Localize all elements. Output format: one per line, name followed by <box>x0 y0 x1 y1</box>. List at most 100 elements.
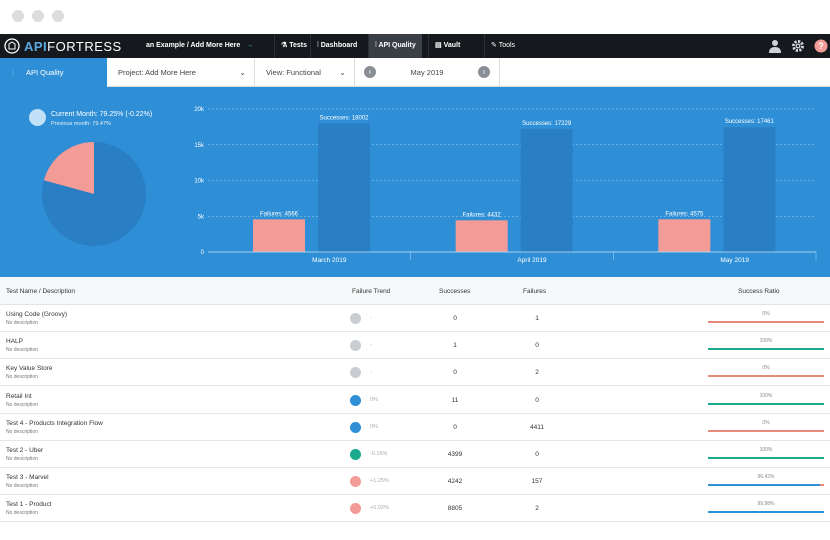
vault-icon: ▤ <box>435 42 442 49</box>
y-tick-label: 5k <box>198 214 205 220</box>
success-ratio-label: 100% <box>759 392 773 399</box>
bar-successes[interactable] <box>318 123 370 252</box>
failures-value: 0 <box>535 396 539 404</box>
success-ratio-label: 0% <box>762 311 770 317</box>
header-test-name[interactable]: Test Name / Description <box>6 288 75 295</box>
window-minimize-dot[interactable] <box>32 10 44 22</box>
trend-value: 0% <box>370 396 378 403</box>
trend-indicator <box>350 340 361 352</box>
project-select[interactable]: Project: Add More Here ⌄ <box>107 58 255 87</box>
header-success-ratio[interactable]: Success Ratio <box>738 288 780 295</box>
header-failure-trend[interactable]: Failure Trend <box>352 288 391 295</box>
table-row[interactable]: Retail Int No description 0% 11 0 100% <box>0 387 830 414</box>
chart-icon: ⫶ <box>12 68 14 77</box>
table-row[interactable]: Using Code (Groovy) No description - 0 1… <box>0 305 830 332</box>
app-logo[interactable]: APIFORTRESS <box>4 37 122 55</box>
test-name[interactable]: Using Code (Groovy) <box>6 311 68 318</box>
test-name[interactable]: HALP <box>6 338 23 346</box>
bar-failures[interactable] <box>658 219 711 252</box>
test-name[interactable]: Key Value Store <box>6 365 53 373</box>
trend-indicator <box>350 421 361 433</box>
failures-value: 0 <box>535 342 539 350</box>
success-ratio-pie-chart <box>42 142 146 246</box>
test-name[interactable]: Retail Int <box>6 392 32 400</box>
bar-label-failures: Failures: 4566 <box>260 211 299 217</box>
next-month-button[interactable]: › <box>478 66 490 78</box>
nav-api-quality[interactable]: ⫶ API Quality <box>368 34 422 58</box>
view-select[interactable]: View: Functional ⌄ <box>255 58 355 87</box>
success-ratio-label: 100% <box>759 338 773 345</box>
table-row[interactable]: Test 1 - Product No description +0.02% 8… <box>0 495 830 523</box>
y-tick-label: 10k <box>194 179 205 185</box>
test-name[interactable]: Test 1 - Product <box>6 501 52 509</box>
nav-dashboard[interactable]: ⫶ Dashboard <box>310 34 363 58</box>
test-description: No description <box>6 456 38 462</box>
gear-icon[interactable] <box>791 39 805 53</box>
logo-text: APIFORTRESS <box>24 38 122 54</box>
pie-slice-failures[interactable] <box>43 142 94 194</box>
test-description: No description <box>6 401 38 408</box>
nav-icon-group: ? <box>768 34 830 58</box>
monthly-results-bar-chart: 0 5k 10k 15k 20k Failures: 4566 Successes: 180… <box>194 107 817 264</box>
success-ratio-label: 0% <box>762 419 770 426</box>
nav-tools-label: Tools <box>498 42 516 49</box>
nav-tools[interactable]: ✎ Tools <box>484 34 521 58</box>
bar-failures[interactable] <box>253 219 305 252</box>
view-select-label: View: Functional <box>266 68 321 77</box>
chevron-down-icon: ⌄ <box>339 68 346 77</box>
successes-value: 8805 <box>447 505 463 513</box>
window-close-dot[interactable] <box>12 10 24 22</box>
previous-month-ratio: Previous month: 79.47% <box>51 121 111 127</box>
bar-successes[interactable] <box>723 127 776 252</box>
trend-value: - <box>370 315 372 321</box>
legend-marker <box>29 109 46 126</box>
trend-indicator <box>350 503 361 515</box>
window-titlebar <box>0 0 830 34</box>
test-name[interactable]: Test 3 - Marvel <box>6 474 49 482</box>
success-ratio-bar <box>708 321 824 323</box>
bar-failures[interactable] <box>455 220 508 252</box>
nav-vault[interactable]: ▤ Vault <box>428 34 466 58</box>
successes-value: 0 <box>453 423 457 431</box>
success-ratio-fill <box>708 402 824 405</box>
arrow-right-icon: → <box>246 42 254 49</box>
window-maximize-dot[interactable] <box>52 10 64 22</box>
table-row[interactable]: HALP No description - 1 0 100% <box>0 332 830 360</box>
fortress-logo-icon <box>4 38 20 54</box>
table-row[interactable]: Test 2 - Uber No description -0.16% 4399… <box>0 441 830 468</box>
trend-value: +0.02% <box>370 505 389 512</box>
test-name[interactable]: Test 4 - Products Integration Flow <box>6 419 103 427</box>
header-successes[interactable]: Successes <box>439 288 471 295</box>
tests-icon: ⚗ <box>281 42 288 49</box>
failures-value: 2 <box>535 505 539 513</box>
help-icon[interactable]: ? <box>814 39 828 53</box>
previous-month-button[interactable]: ‹ <box>364 66 376 78</box>
table-row[interactable]: Test 4 - Products Integration Flow No de… <box>0 414 830 441</box>
trend-indicator <box>350 394 361 406</box>
trend-value: - <box>370 369 372 376</box>
table-row[interactable]: Key Value Store No description - 0 2 0% <box>0 359 830 387</box>
tab-api-quality[interactable]: ⫶ API Quality <box>0 58 107 87</box>
test-description: No description <box>6 320 38 326</box>
x-category-label: March 2019 <box>312 257 347 264</box>
header-failures[interactable]: Failures <box>523 288 547 295</box>
table-header: Test Name / Description Failure Trend Su… <box>0 277 830 305</box>
wrench-icon: ✎ <box>491 42 497 49</box>
x-category-label: May 2019 <box>720 257 749 264</box>
success-ratio-label: 96.42% <box>757 474 775 481</box>
user-icon[interactable] <box>768 39 782 53</box>
test-name[interactable]: Test 2 - Uber <box>6 447 44 454</box>
success-ratio-bar <box>708 429 824 432</box>
nav-tests-label: Tests <box>289 42 308 49</box>
bar-label-failures: Failures: 4432 <box>463 212 502 218</box>
project-breadcrumb[interactable]: an Example / Add More Here → <box>146 34 253 58</box>
table-row[interactable]: Test 3 - Marvel No description +1.25% 42… <box>0 468 830 496</box>
svg-text:?: ? <box>818 41 824 51</box>
test-description: No description <box>6 374 38 381</box>
nav-tests[interactable]: ⚗ Tests <box>274 34 313 58</box>
successes-value: 1 <box>453 342 457 350</box>
failures-value: 2 <box>535 369 539 377</box>
bar-successes[interactable] <box>520 128 573 252</box>
project-select-label: Project: Add More Here <box>118 68 196 77</box>
trend-indicator <box>350 367 361 379</box>
